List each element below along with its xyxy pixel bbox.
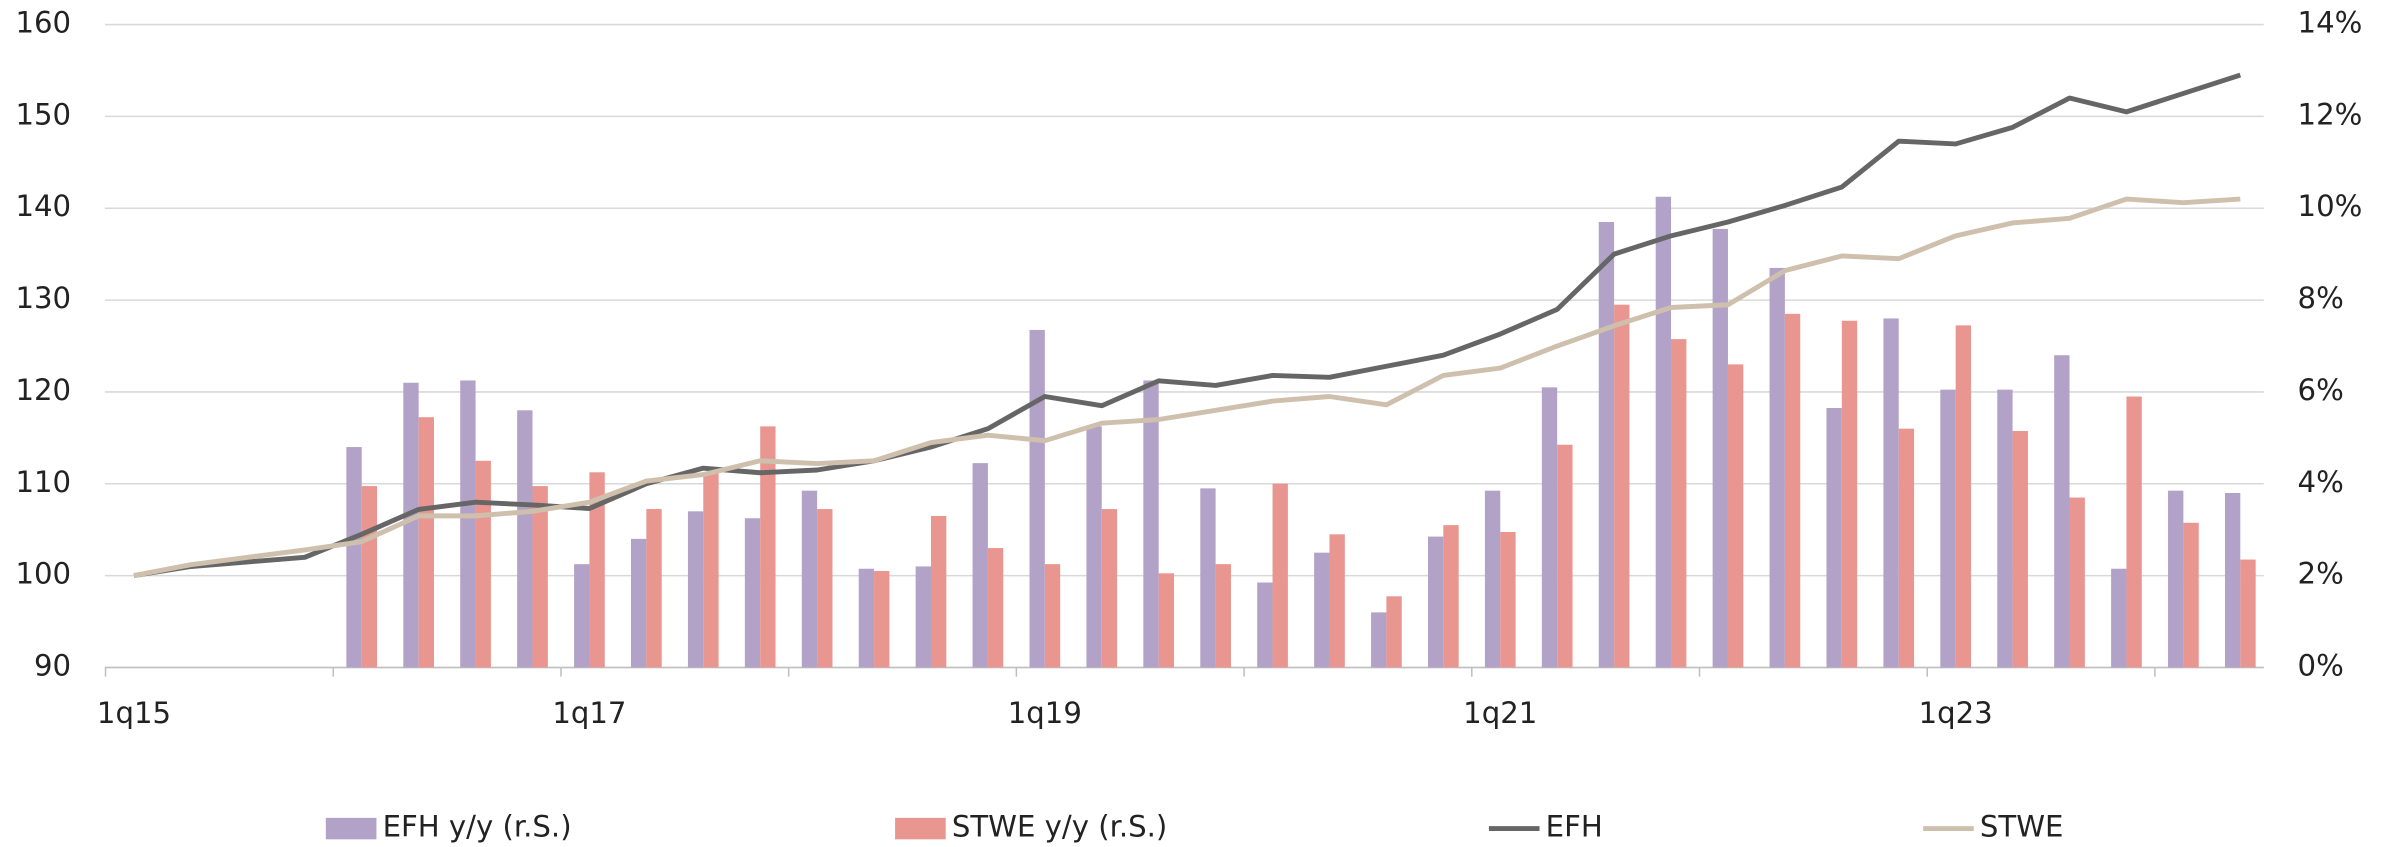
bar: [1143, 380, 1159, 668]
bar: [703, 472, 719, 668]
bar: [1997, 389, 2013, 668]
bar: [930, 515, 947, 668]
bar: [1955, 325, 1972, 668]
y2-tick-label: 14%: [2298, 6, 2363, 40]
bar: [1826, 408, 1842, 668]
x-tick-label: 1q19: [1008, 696, 1082, 730]
bar: [403, 382, 419, 668]
legend-label: EFH y/y (r.S.): [383, 810, 572, 844]
bar: [646, 509, 662, 668]
bar: [346, 447, 362, 668]
bar: [1671, 339, 1687, 668]
y2-tick-label: 12%: [2298, 97, 2363, 131]
bar: [744, 518, 761, 668]
bar: [2224, 492, 2241, 668]
bar: [1898, 428, 1915, 668]
bar: [1784, 313, 1801, 668]
bar: [532, 486, 548, 668]
bar: [574, 564, 590, 668]
bar: [987, 548, 1004, 668]
bar: [589, 472, 605, 668]
bar: [817, 509, 833, 668]
bar: [687, 511, 704, 668]
bar: [1044, 564, 1061, 668]
bar: [475, 460, 491, 668]
bar: [517, 410, 533, 668]
bar: [460, 380, 476, 668]
y-tick-label: 130: [15, 281, 71, 315]
bar: [1500, 531, 1516, 668]
x-tick-label: 1q17: [552, 696, 626, 730]
bar: [1200, 488, 1216, 668]
bar: [801, 490, 818, 668]
bar: [1484, 490, 1501, 668]
legend-label: EFH: [1546, 810, 1603, 844]
bar: [1598, 222, 1615, 668]
legend-label: STWE y/y (r.S.): [952, 810, 1167, 844]
x-tick-label: 1q15: [97, 696, 171, 730]
bar: [1940, 389, 1956, 668]
x-tick-label: 1q23: [1919, 696, 1993, 730]
bar: [1086, 426, 1102, 668]
x-tick-label: 1q21: [1463, 696, 1537, 730]
bar: [1712, 228, 1728, 668]
bar: [1883, 318, 1899, 668]
bar: [1614, 304, 1630, 668]
bar: [874, 571, 890, 668]
bar: [418, 417, 434, 668]
bar: [1655, 196, 1672, 668]
bar: [1557, 444, 1573, 668]
bar: [1329, 534, 1345, 668]
bar: [1371, 612, 1387, 668]
y-tick-label: 110: [15, 465, 71, 499]
bar: [1769, 267, 1785, 668]
bar: [760, 426, 776, 668]
y2-tick-label: 8%: [2298, 281, 2344, 315]
line: [133, 196, 2241, 578]
bar: [361, 486, 378, 668]
y2-tick-label: 6%: [2298, 373, 2344, 407]
y2-tick-label: 2%: [2298, 557, 2344, 591]
bar: [1727, 364, 1744, 668]
bar: [1427, 536, 1444, 668]
y-tick-label: 120: [15, 373, 71, 407]
legend-swatch: [895, 817, 946, 840]
y-tick-label: 90: [34, 648, 71, 682]
bar: [1443, 525, 1459, 668]
bar: [1314, 552, 1330, 668]
y2-tick-label: 0%: [2298, 648, 2344, 682]
legend-swatch: [325, 817, 377, 840]
bar: [1257, 582, 1273, 668]
y-tick-label: 160: [15, 6, 71, 40]
bar: [915, 566, 931, 668]
legend-label: STWE: [1980, 810, 2064, 844]
bar: [1215, 564, 1231, 668]
bar: [2069, 497, 2085, 668]
bar: [1386, 596, 1402, 668]
bar: [1841, 320, 1858, 668]
bar: [2054, 355, 2070, 668]
y-tick-label: 140: [15, 189, 71, 223]
bar: [1029, 329, 1045, 668]
y2-tick-label: 4%: [2298, 465, 2344, 499]
bar: [2111, 568, 2127, 668]
bar: [2012, 430, 2028, 668]
line: [133, 72, 2242, 578]
bar: [972, 463, 988, 668]
bar: [2168, 490, 2184, 668]
y2-tick-label: 10%: [2298, 189, 2363, 223]
bar: [2126, 396, 2142, 668]
y-tick-label: 150: [15, 97, 71, 131]
bar: [631, 538, 647, 668]
bar: [2183, 522, 2199, 668]
bar: [858, 568, 875, 668]
bar: [1541, 387, 1558, 668]
bar: [1158, 573, 1175, 668]
bar: [1272, 483, 1288, 668]
y-tick-label: 100: [15, 557, 71, 591]
bar: [1101, 509, 1118, 668]
bar: [2240, 559, 2256, 668]
